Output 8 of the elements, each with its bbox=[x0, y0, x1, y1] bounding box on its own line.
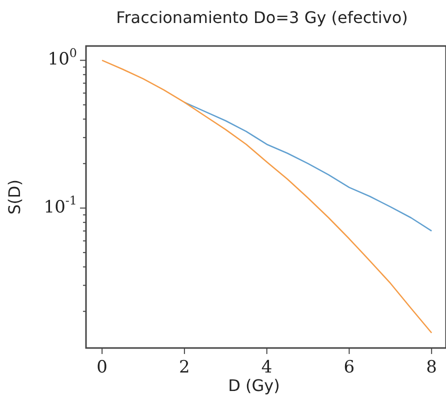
x-tick-label: 2 bbox=[179, 357, 190, 378]
x-tick-label: 4 bbox=[261, 357, 272, 378]
x-tick-label: 8 bbox=[426, 357, 438, 378]
x-tick-label: 0 bbox=[96, 357, 108, 378]
chart-title: Fraccionamiento Do=3 Gy (efectivo) bbox=[116, 8, 408, 28]
x-tick-label: 6 bbox=[344, 357, 355, 378]
y-axis-title: S(D) bbox=[5, 180, 24, 214]
x-axis-title: D (Gy) bbox=[228, 376, 280, 396]
